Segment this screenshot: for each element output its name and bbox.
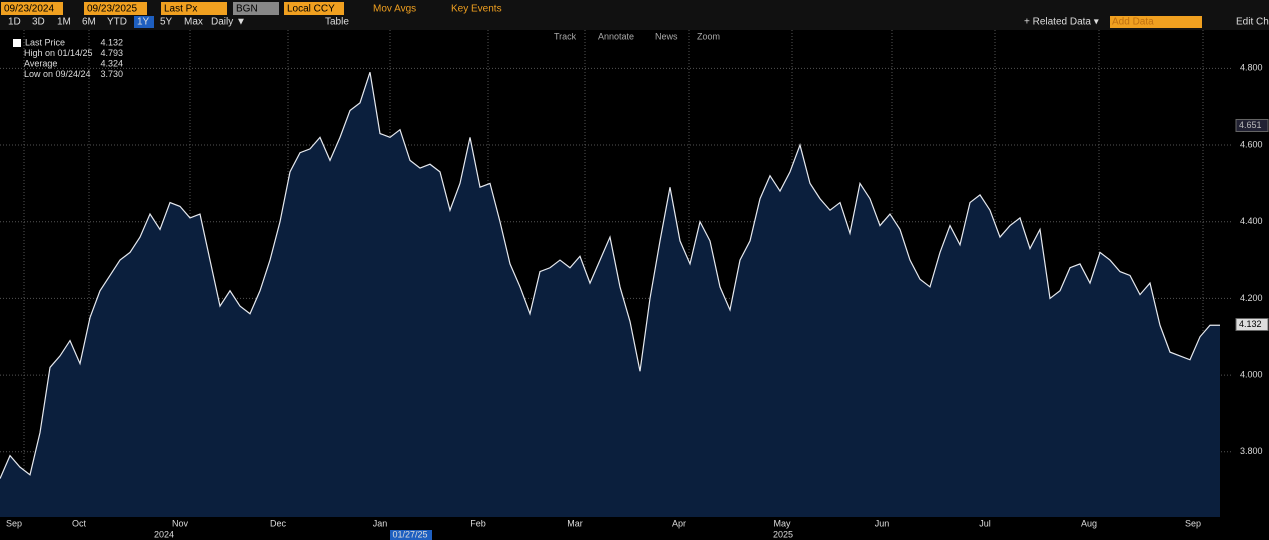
x-tick-label: Feb	[470, 518, 486, 528]
field-box[interactable]	[161, 2, 227, 15]
chart-tool[interactable]: Annotate	[598, 31, 634, 41]
end-date-box[interactable]	[84, 2, 147, 15]
price-tag: 4.651	[1239, 120, 1262, 130]
x-tick-label: May	[773, 518, 791, 528]
add-data-box[interactable]	[1110, 16, 1202, 28]
chart-tool[interactable]: Zoom	[697, 31, 720, 41]
period-button[interactable]: Max	[184, 17, 203, 28]
x-tick-label: Sep	[1185, 518, 1201, 528]
period-button[interactable]: 5Y	[160, 17, 173, 28]
related-data[interactable]: + Related Data ▾	[1024, 17, 1099, 28]
x-tick-label: Jun	[875, 518, 890, 528]
legend-value: 4.324	[100, 58, 123, 68]
y-tick-label: 4.000	[1240, 369, 1263, 379]
x-tick-label: Mar	[567, 518, 583, 528]
frequency[interactable]: Daily ▼	[211, 17, 246, 28]
legend-label: Average	[24, 58, 57, 68]
chart-tool[interactable]: Track	[554, 31, 577, 41]
y-tick-label: 4.200	[1240, 293, 1263, 303]
field[interactable]: Last Px	[164, 4, 197, 15]
edit-chart[interactable]: Edit Cha	[1236, 17, 1269, 28]
y-tick-label: 4.400	[1240, 216, 1263, 226]
key-events[interactable]: Key Events	[451, 4, 502, 15]
line	[0, 71, 1220, 479]
end-date[interactable]: 09/23/2025	[87, 4, 137, 15]
legend-label: Low on 09/24/24	[24, 69, 91, 79]
x-tick-label: Oct	[72, 518, 87, 528]
legend-value: 4.132	[100, 37, 123, 47]
y-tick-label: 4.800	[1240, 63, 1263, 73]
x-tick-label: Aug	[1081, 518, 1097, 528]
legend-label: Last Price	[25, 37, 65, 47]
period-button[interactable]: 1D	[8, 17, 21, 28]
x-tick-label: Apr	[672, 518, 686, 528]
period-button[interactable]: 6M	[82, 17, 96, 28]
price-tag-box	[1235, 118, 1269, 132]
chart-tool[interactable]: News	[655, 31, 678, 41]
x-tick-label: Nov	[172, 518, 189, 528]
y-tick-label: 3.800	[1240, 446, 1263, 456]
legend-label: High on 01/14/25	[24, 48, 93, 58]
crosshair-date: 01/27/25	[392, 529, 427, 539]
x-tick-label: Dec	[270, 518, 287, 528]
x-tick-label: Jan	[373, 518, 388, 528]
period-button[interactable]: 1Y	[137, 17, 150, 28]
period-button[interactable]: YTD	[107, 17, 127, 28]
period-active	[134, 16, 154, 28]
y-tick-label: 4.600	[1240, 139, 1263, 149]
price-tag: 4.132	[1239, 319, 1262, 329]
year-label: 2024	[154, 529, 174, 539]
price-tag-box	[1235, 318, 1269, 332]
start-date-box[interactable]	[1, 2, 63, 15]
x-tick-label: Jul	[979, 518, 991, 528]
area	[0, 72, 1220, 518]
x-tick-label: Sep	[6, 518, 22, 528]
table-button[interactable]: Table	[325, 17, 349, 28]
year-label: 2025	[773, 529, 793, 539]
period-button[interactable]: 3D	[32, 17, 45, 28]
period-button[interactable]: 1M	[57, 17, 71, 28]
crosshair-date-box	[390, 530, 432, 540]
legend-value: 4.793	[100, 48, 123, 58]
start-date[interactable]: 09/23/2024	[4, 4, 54, 15]
add-data[interactable]: Add Data	[1112, 17, 1154, 28]
legend-value: 3.730	[100, 69, 123, 79]
mov-avgs[interactable]: Mov Avgs	[373, 4, 416, 15]
source[interactable]: BGN	[236, 4, 258, 15]
legend-swatch	[13, 39, 21, 47]
currency-box[interactable]	[284, 2, 344, 15]
source-box[interactable]	[233, 2, 279, 15]
currency[interactable]: Local CCY	[287, 4, 335, 15]
